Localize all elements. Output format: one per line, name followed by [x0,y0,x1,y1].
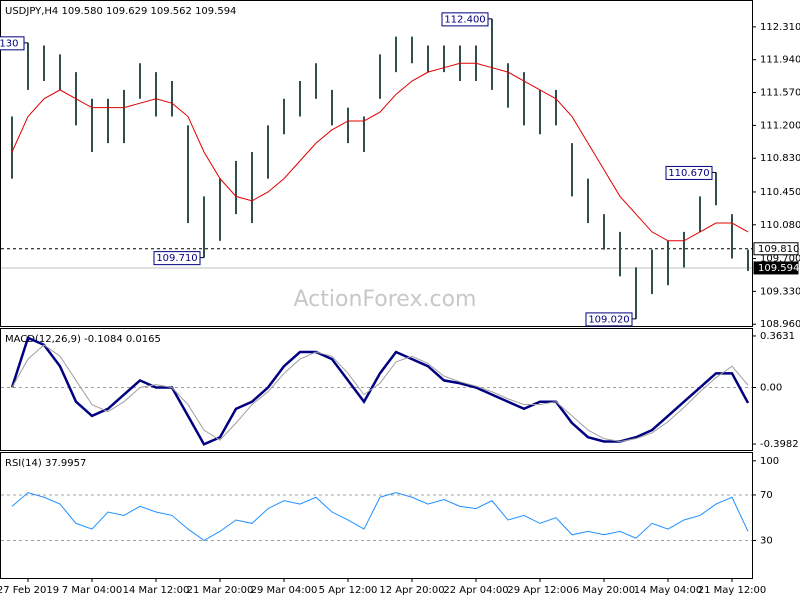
y-tick-label: 110.450 [760,187,800,198]
y-tick-label: 0.3631 [760,331,795,342]
panel-title: RSI(14) 37.9957 [5,458,86,469]
annotation-box [0,36,25,51]
y-tick-label: 109.700 [760,254,800,265]
macd-panel [0,328,753,451]
x-tick-label: 21 May 12:00 [698,585,767,596]
x-tick-label: 14 Mar 12:00 [123,585,190,596]
annotation-label: 110.670 [668,168,709,179]
rsi-panel [0,452,753,579]
x-tick-label: 27 Feb 2019 [0,585,59,596]
y-tick-label: 109.330 [760,286,800,297]
y-tick-label: 111.570 [760,88,800,99]
indicator-line [11,492,749,542]
x-tick-label: 12 Apr 20:00 [379,585,444,596]
level-label: 109.810 [758,244,799,255]
y-tick-label: 111.940 [760,55,800,66]
x-tick-label: 14 May 04:00 [634,585,703,596]
annotation-box [665,165,713,180]
panel-title: MACD(12,26,9) -0.1084 0.0165 [5,334,161,345]
watermark: ActionForex.com [294,287,477,312]
level-label: 109.594 [758,263,799,274]
indicator-line [11,344,749,442]
x-tick-label: 22 Apr 04:00 [443,585,508,596]
x-tick-label: 29 Mar 04:00 [251,585,318,596]
y-tick-label: 110.830 [760,153,800,164]
y-tick-label: 0.00 [760,383,782,394]
panel-title: USDJPY,H4 109.580 109.629 109.562 109.59… [5,6,236,17]
x-tick-label: 21 Mar 20:00 [187,585,254,596]
y-tick-label: 30 [760,535,773,546]
y-tick-label: 112.310 [760,22,800,33]
x-tick-label: 6 May 20:00 [573,585,635,596]
level-tag [753,242,799,256]
level-tag [753,261,799,275]
x-tick-label: 7 Mar 04:00 [62,585,122,596]
y-tick-label: 110.080 [760,220,800,231]
y-tick-label: 111.200 [760,120,800,131]
annotation-box [153,251,201,266]
moving-average [11,62,749,242]
price-panel [0,0,753,327]
annotation-label: 112.400 [444,14,485,25]
y-tick-label: 100 [760,456,779,467]
y-tick-label: 108.960 [760,319,800,330]
annotation-label: 12.130 [0,38,19,49]
annotation-label: 109.020 [588,314,629,325]
y-tick-label: -0.3982 [760,439,799,450]
y-tick-label: 70 [760,490,773,501]
annotation-box [441,12,489,27]
annotation-box [585,312,633,327]
annotation-label: 109.710 [156,253,197,264]
x-tick-label: 29 Apr 12:00 [507,585,572,596]
x-tick-label: 5 Apr 12:00 [319,585,378,596]
